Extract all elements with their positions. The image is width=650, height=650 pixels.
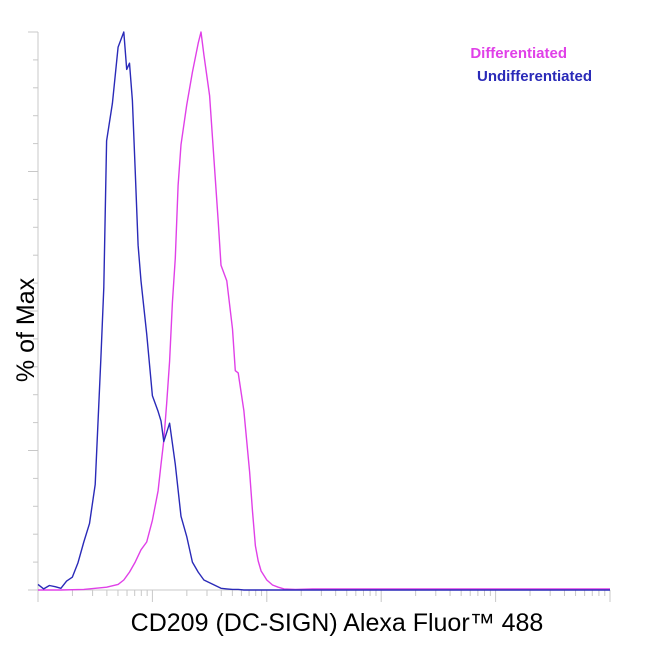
- x-axis-label: CD209 (DC-SIGN) Alexa Fluor™ 488: [131, 609, 544, 637]
- series-line-differentiated: [38, 31, 610, 591]
- chart-legend: Differentiated Undifferentiated: [470, 45, 592, 85]
- chart-lines: [37, 31, 610, 591]
- series-line-undifferentiated: [37, 31, 610, 591]
- legend-entry-undifferentiated: Undifferentiated: [477, 68, 592, 85]
- legend-entry-differentiated: Differentiated: [470, 45, 567, 62]
- y-axis-label: % of Max: [12, 277, 40, 382]
- chart-axes: [28, 31, 611, 602]
